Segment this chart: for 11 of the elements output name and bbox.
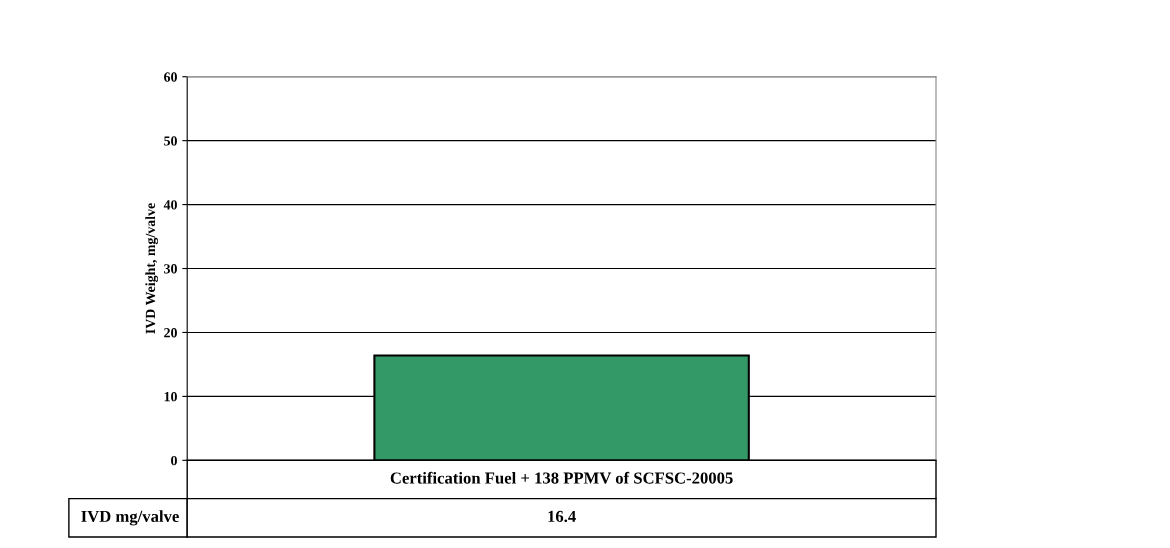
text: IVD mg/valve	[81, 510, 179, 526]
y-tick-label: 0	[171, 455, 177, 466]
data-label: 16.4	[548, 510, 576, 523]
y-tick-label: 20	[164, 328, 177, 338]
y-tick-label: 10	[164, 391, 177, 402]
y-axis-title: IVD Weight, mg/valve	[145, 203, 159, 334]
y-tick-label: 50	[164, 136, 177, 146]
y-tick-label: 40	[163, 200, 177, 210]
y-tick-label: 30	[164, 264, 177, 274]
y-tick-label: 60	[164, 72, 177, 82]
x-tick-label: Certification Fuel + 138 PPMV of SCFSC-20005	[390, 471, 733, 484]
